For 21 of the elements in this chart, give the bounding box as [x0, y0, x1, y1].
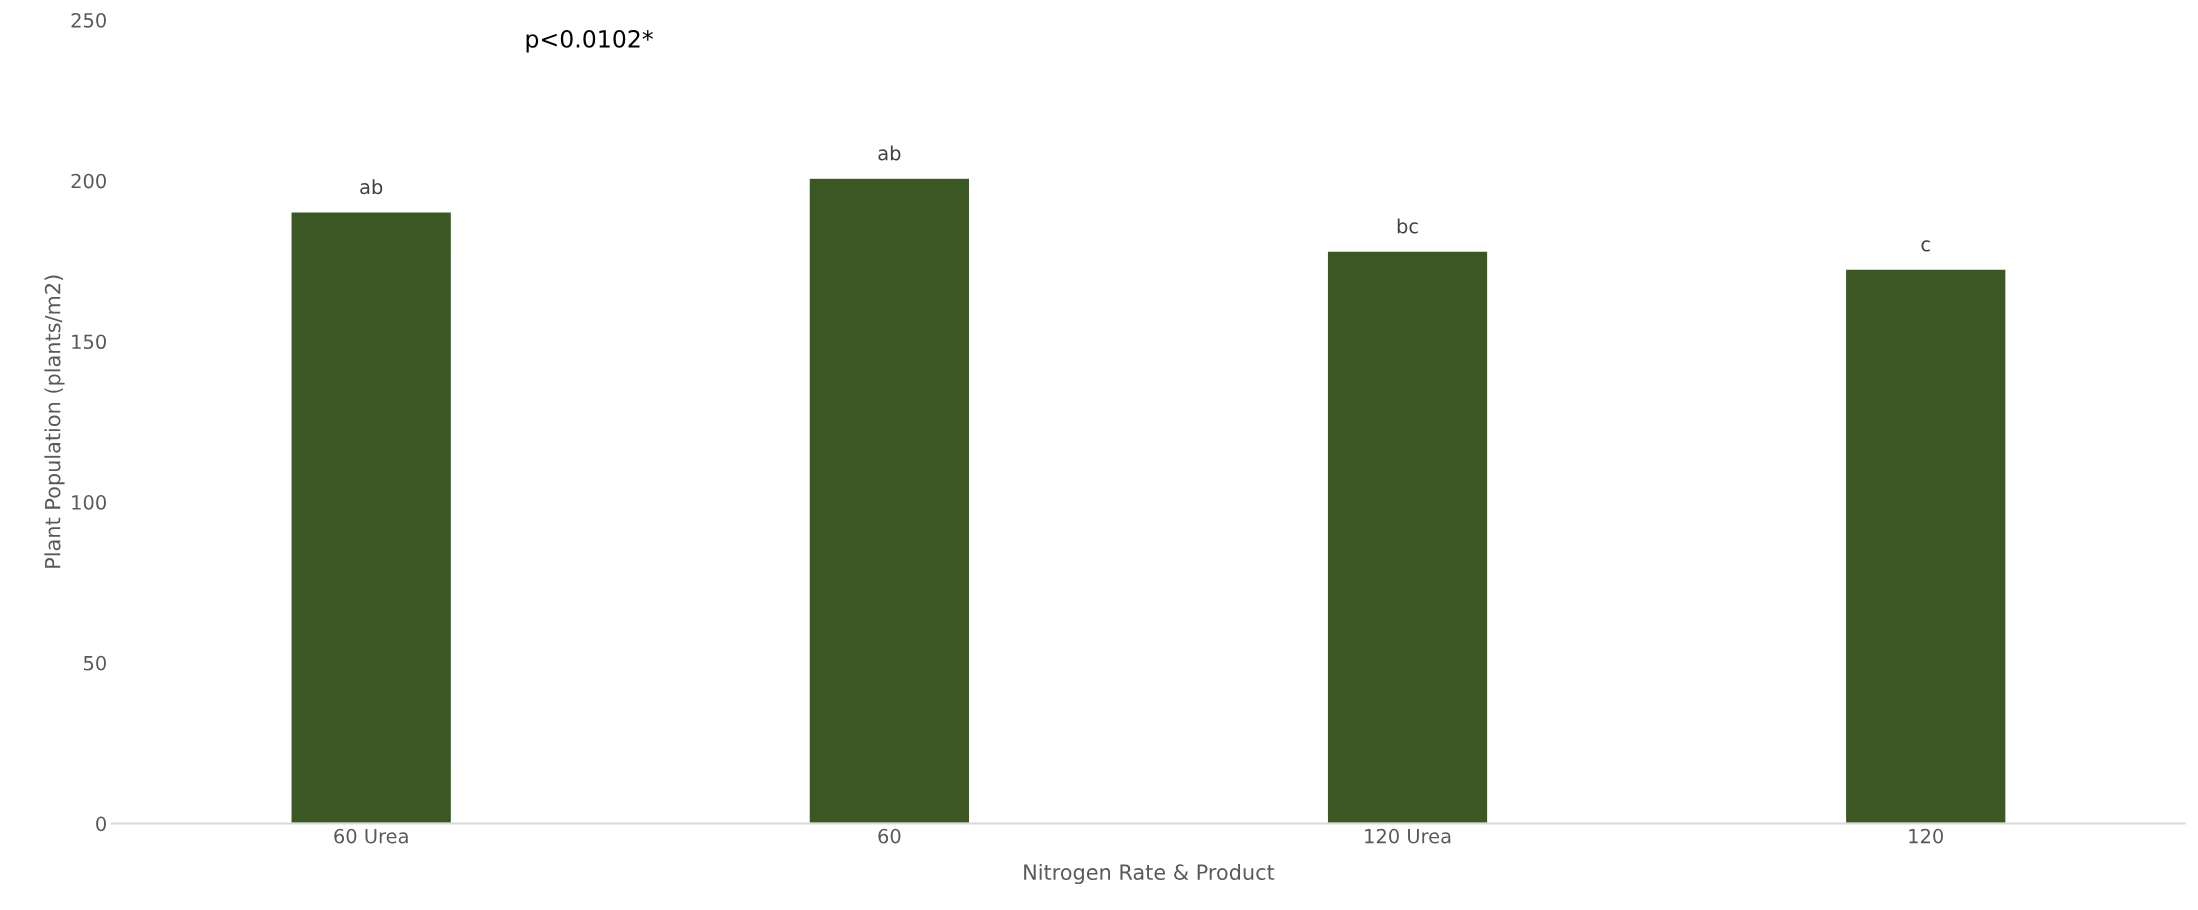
bar — [808, 177, 971, 824]
y-tick-label: 0 — [96, 816, 106, 832]
x-tick-label: 120 Urea — [1365, 828, 1451, 844]
y-tick-label: 50 — [83, 655, 106, 671]
annotation: bc — [1397, 218, 1418, 234]
annotation: p<0.0102* — [526, 29, 653, 53]
x-tick-label: 60 — [878, 828, 901, 844]
x-tick-label: 120 — [1909, 828, 1943, 844]
y-tick-label: 150 — [72, 334, 106, 350]
annotation: ab — [360, 179, 383, 195]
y-tick-label: 200 — [71, 173, 106, 189]
y-tick-label: 250 — [71, 12, 106, 28]
x-tick-label: 60 Urea — [334, 828, 408, 844]
bar — [1326, 250, 1489, 824]
annotation: c — [1921, 240, 1930, 252]
y-axis-title: Plant Population (plants/m2) — [44, 275, 65, 568]
x-axis-title: Nitrogen Rate & Product — [1024, 863, 1275, 885]
bar — [290, 211, 453, 824]
annotation: ab — [878, 145, 901, 161]
bar — [1844, 268, 2007, 824]
y-tick-label: 100 — [72, 495, 106, 510]
